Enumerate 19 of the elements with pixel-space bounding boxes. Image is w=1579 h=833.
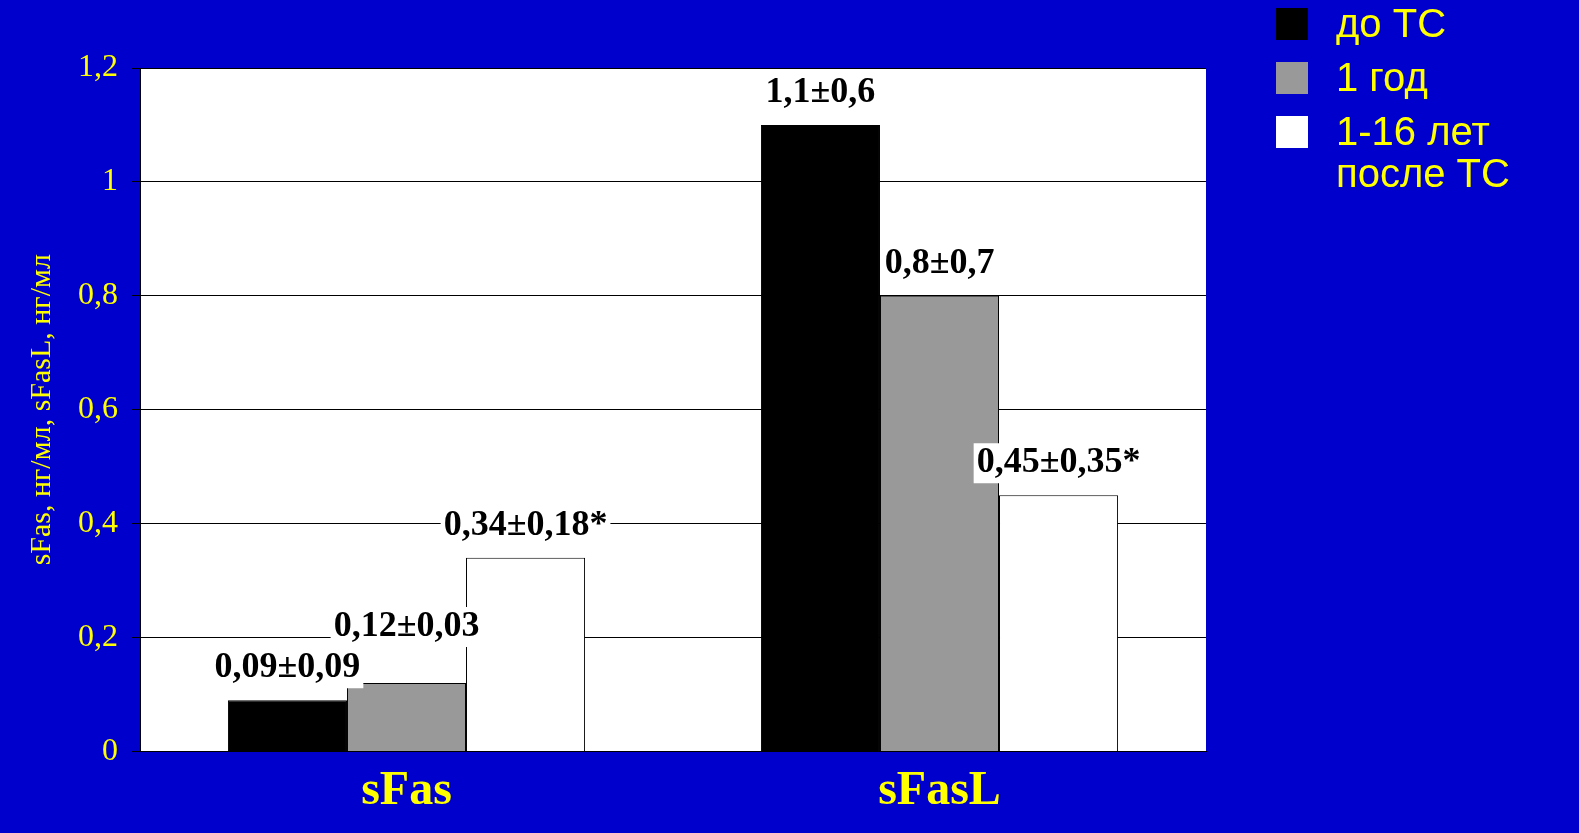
y-tick-label: 0,8 [78,275,118,312]
data-label: 0,8±0,7 [884,241,995,282]
legend-label: до ТС [1336,1,1447,45]
data-label: 0,12±0,03 [333,604,480,645]
legend-label: 1 год [1336,55,1428,99]
data-label: 0,09±0,09 [214,645,361,686]
y-tick-label: 0,2 [78,616,118,653]
y-tick-label: 0,6 [78,389,118,426]
y-tick-label: 0,4 [78,503,118,540]
legend-label: 1-16 лет после ТС [1336,109,1511,195]
y-tick-label: 0 [102,730,118,767]
y-axis-title: sFas, нг/мл, sFasL, нг/мл [22,254,56,566]
data-label: 0,45±0,35* [976,440,1141,481]
x-tick-label: sFas [361,760,452,814]
data-label: 0,34±0,18* [443,503,608,544]
data-label: 1,1±0,6 [765,70,876,111]
y-tick-label: 1 [102,161,118,198]
y-tick-label: 1,2 [78,47,118,84]
x-tick-label: sFasL [878,760,1001,814]
